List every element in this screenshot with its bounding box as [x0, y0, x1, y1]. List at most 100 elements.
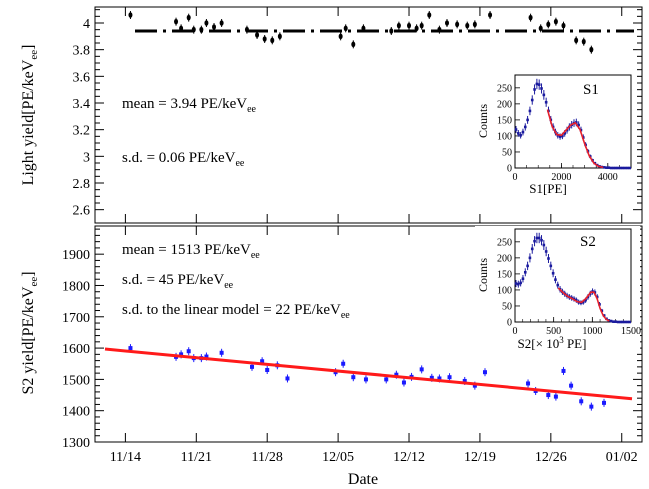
histogram-bin — [558, 135, 562, 138]
light-yield-point — [528, 14, 533, 21]
light-yield-point — [538, 25, 543, 32]
s2-yield-point — [602, 400, 607, 405]
inset-y-tick-label: 100 — [497, 285, 512, 296]
bottom-mean-annotation: mean = 1513 PE/keVee — [122, 242, 260, 261]
histogram-bin — [551, 271, 555, 275]
histogram-bin — [537, 236, 541, 240]
histogram-bin — [519, 133, 522, 137]
light-yield-point — [472, 21, 477, 28]
inset-x-tick-label: 0 — [513, 172, 518, 183]
light-yield-panel: 2.6 2.8 3 3.2 3.4 3.6 3.8 4 mean = 3.94 PE/keVe… — [20, 6, 643, 224]
s2-inset-background — [475, 226, 640, 352]
x-tick-label: 12/26 — [535, 450, 567, 465]
histogram-bin — [616, 320, 620, 324]
s1-y-axis-label: Counts — [476, 104, 490, 138]
x-ticks: 11/14 11/21 11/28 12/05 12/12 12/19 12/26 01/02 — [110, 226, 638, 465]
histogram-bin — [533, 239, 536, 243]
inset-x-tick-label: 2000 — [551, 172, 571, 183]
light-yield-point — [212, 24, 217, 30]
s2-yield-point — [472, 383, 477, 388]
s1-histogram-inset: 0 50 100 150 200 250 0 2000 4000 S1 S1[PE] Count… — [475, 72, 637, 198]
histogram-bin — [614, 320, 618, 323]
light-yield-point — [546, 21, 551, 28]
bottom-y-tick-label: 1400 — [62, 405, 90, 420]
histogram-bin — [535, 236, 539, 240]
top-sd-annotation: s.d. = 0.06 PE/keVee — [122, 150, 245, 169]
histogram-bin — [521, 277, 525, 281]
histogram-bin — [540, 87, 543, 90]
light-yield-point — [338, 33, 343, 40]
inset-x-tick-label: 500 — [546, 326, 561, 337]
s2-yield-point — [569, 383, 574, 388]
light-yield-point — [343, 25, 348, 32]
x-tick-label: 11/21 — [181, 450, 212, 465]
light-yield-point — [414, 25, 419, 32]
histogram-bin — [614, 166, 618, 170]
histogram-bin — [523, 125, 527, 129]
bottom-y-axis-label: S2 yield[PE/keVee] — [20, 271, 40, 394]
histogram-bin — [519, 281, 522, 285]
histogram-bin — [612, 166, 615, 170]
histogram-bin — [537, 83, 541, 86]
light-yield-point — [128, 12, 133, 18]
light-yield-point — [407, 22, 412, 29]
histogram-bin — [628, 166, 631, 170]
s1-inset-background — [475, 72, 637, 198]
light-yield-point — [191, 26, 196, 33]
light-yield-point — [488, 12, 493, 18]
light-yield-point — [389, 28, 394, 34]
top-y-tick-label: 2.6 — [73, 204, 91, 219]
histogram-bin — [581, 300, 585, 304]
histogram-bin — [609, 166, 613, 170]
histogram-bin — [554, 278, 557, 281]
light-yield-point — [204, 20, 209, 26]
histogram-bin — [528, 109, 532, 113]
s2-yield-point — [546, 393, 551, 398]
histogram-bin — [621, 320, 625, 324]
x-tick-label: 11/28 — [252, 450, 283, 465]
top-y-tick-label: 3.8 — [73, 44, 91, 59]
light-yield-point — [270, 37, 275, 44]
histogram-bin — [575, 121, 578, 124]
s1-label: S1 — [583, 82, 599, 98]
light-yield-point — [174, 18, 179, 25]
s1-x-axis-label: S1[PE] — [529, 181, 567, 196]
light-yield-point — [186, 14, 191, 21]
histogram-bin — [547, 257, 550, 260]
top-y-axis-label: Light yield[PE/keVee] — [20, 45, 40, 186]
s2-yield-point — [561, 368, 566, 373]
histogram-bin — [626, 320, 629, 324]
histogram-bin — [575, 298, 578, 302]
bottom-y-tick-label: 1500 — [62, 373, 90, 388]
inset-y-tick-label: 200 — [497, 99, 512, 110]
histogram-bin — [530, 98, 534, 102]
light-yield-point — [361, 25, 366, 32]
bottom-y-tick-label: 1300 — [62, 436, 90, 451]
light-yield-point — [244, 26, 249, 33]
top-y-tick-label: 2.8 — [73, 177, 91, 192]
histogram-bin — [619, 320, 622, 324]
histogram-bin — [609, 319, 613, 323]
light-yield-point — [351, 41, 356, 48]
x-tick-label: 12/12 — [393, 450, 425, 465]
histogram-bin — [577, 123, 580, 127]
light-yield-point — [262, 36, 267, 42]
light-yield-point — [419, 22, 424, 29]
top-y-tick-label: 4 — [83, 17, 90, 32]
top-y-tick-label: 3.2 — [73, 124, 91, 139]
top-y-tick-label: 3.4 — [73, 97, 91, 112]
s2-yield-point — [186, 349, 191, 354]
s2-yield-point — [589, 404, 594, 409]
light-yield-point — [199, 26, 204, 33]
histogram-bin — [514, 282, 518, 285]
inset-x-tick-label: 0 — [513, 326, 518, 337]
inset-y-tick-label: 100 — [497, 131, 512, 142]
histogram-bin — [526, 118, 529, 122]
s1-fit-curve — [546, 109, 604, 169]
x-tick-label: 12/19 — [464, 450, 496, 465]
inset-y-tick-label: 50 — [502, 147, 512, 158]
light-yield-point — [427, 12, 432, 18]
s2-yield-point — [401, 380, 406, 385]
s2-yield-points — [128, 344, 607, 411]
